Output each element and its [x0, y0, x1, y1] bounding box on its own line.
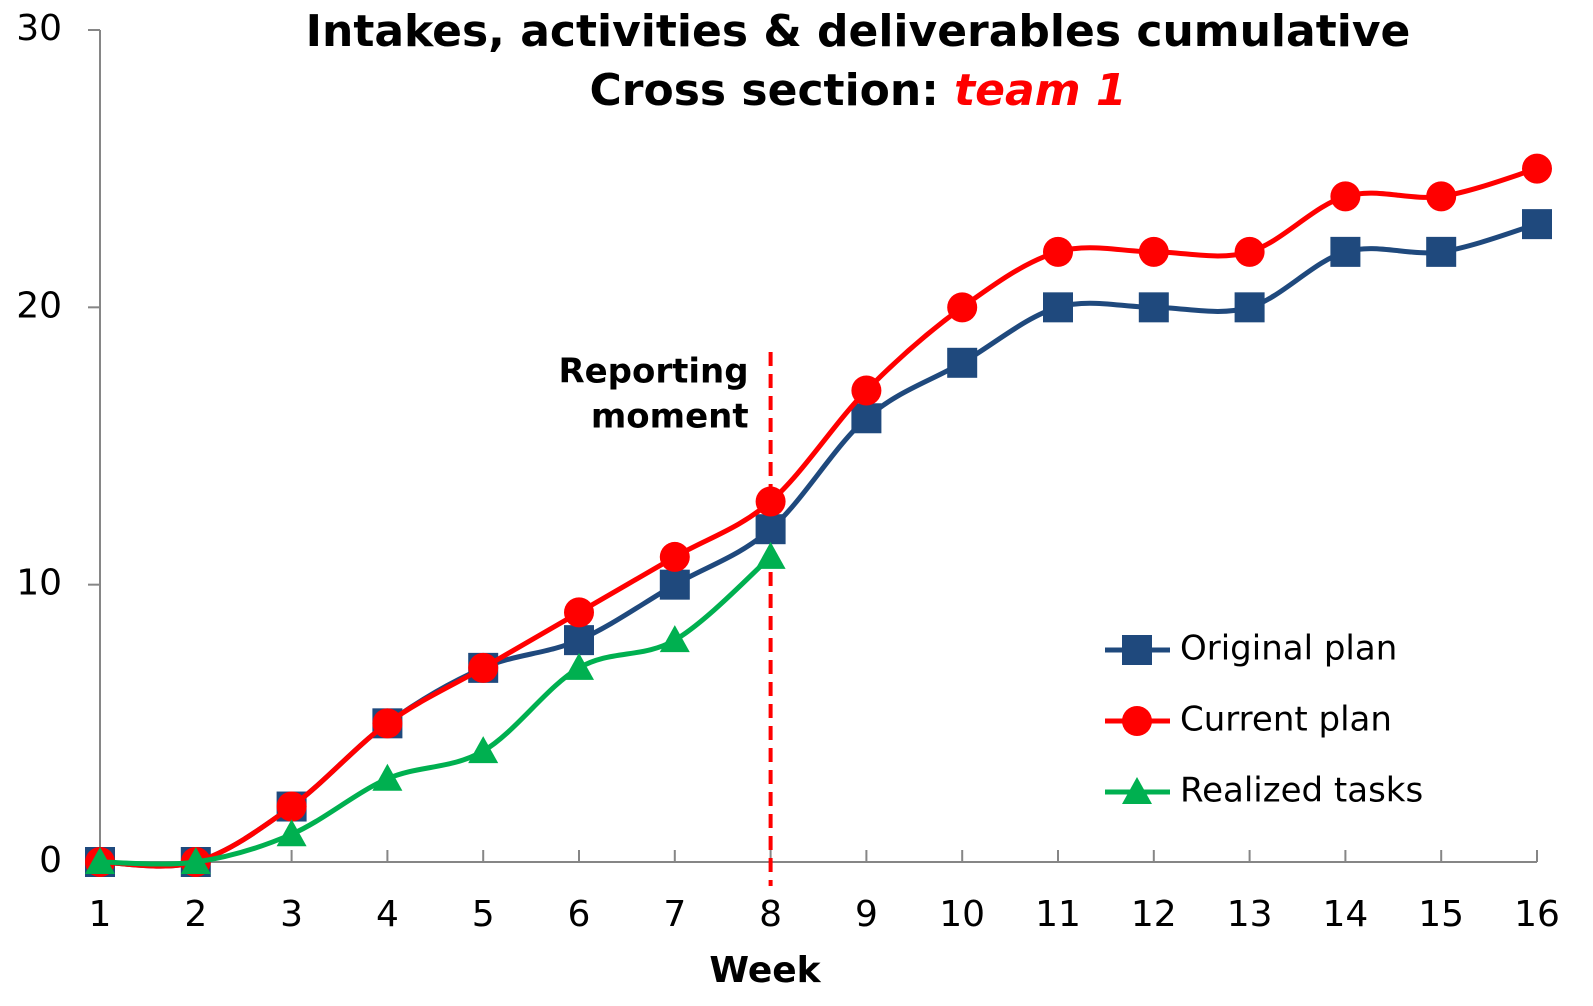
data-point	[1234, 292, 1265, 323]
x-tick-label: 15	[1418, 894, 1464, 935]
x-tick-label: 6	[568, 894, 591, 935]
subtitle-text: Cross section:	[590, 65, 939, 116]
x-tick-label: 8	[759, 894, 782, 935]
series	[85, 541, 786, 874]
data-point	[659, 569, 690, 600]
data-point	[276, 819, 307, 847]
x-tick-label: 1	[89, 894, 112, 935]
data-point	[372, 763, 403, 791]
x-tick-label: 13	[1227, 894, 1273, 935]
annotation-text: Reporting	[558, 352, 748, 392]
data-point	[180, 847, 211, 874]
data-point	[468, 736, 499, 764]
y-tick-label: 0	[39, 840, 62, 881]
legend-marker	[1122, 777, 1152, 804]
chart-title: Intakes, activities & deliverables cumul…	[306, 6, 1411, 57]
y-tick-label: 20	[16, 285, 62, 326]
data-point	[276, 791, 307, 822]
y-tick-label: 10	[16, 563, 62, 604]
data-point	[1426, 181, 1457, 212]
legend-marker	[1122, 706, 1152, 736]
legend-marker	[1122, 635, 1152, 665]
series-line	[99, 555, 773, 867]
data-point	[1426, 236, 1457, 267]
data-point	[1138, 292, 1169, 323]
data-point	[372, 708, 403, 739]
data-point	[755, 541, 786, 569]
data-point	[468, 652, 499, 683]
data-point	[755, 486, 786, 517]
data-point	[659, 541, 690, 572]
y-tick-label: 30	[16, 8, 62, 49]
chart-subtitle: Cross section: team 1	[590, 65, 1127, 116]
x-tick-label: 11	[1035, 894, 1081, 935]
data-point	[1330, 236, 1361, 267]
x-tick-label: 9	[855, 894, 878, 935]
data-point	[85, 847, 115, 874]
data-point	[564, 597, 594, 628]
x-tick-label: 10	[939, 894, 985, 935]
data-point	[755, 514, 786, 545]
data-point	[1522, 153, 1552, 184]
data-point	[564, 625, 594, 656]
legend-label: Original plan	[1180, 629, 1397, 669]
data-point	[851, 375, 882, 406]
annotation-text: moment	[591, 397, 749, 437]
x-axis-label: Week	[709, 950, 821, 991]
x-tick-label: 4	[376, 894, 399, 935]
data-point	[564, 652, 594, 680]
x-tick-label: 12	[1131, 894, 1177, 935]
x-tick-label: 14	[1322, 894, 1368, 935]
data-point	[1138, 236, 1169, 267]
x-tick-label: 5	[472, 894, 495, 935]
data-point	[947, 292, 978, 323]
x-tick-label: 2	[184, 894, 207, 935]
legend-label: Realized tasks	[1180, 771, 1423, 811]
x-tick-label: 3	[280, 894, 303, 935]
data-point	[947, 347, 978, 378]
series-line	[99, 166, 1538, 869]
data-point	[851, 403, 882, 434]
data-point	[659, 625, 690, 653]
x-tick-label: 16	[1514, 894, 1560, 935]
x-tick-label: 7	[663, 894, 686, 935]
subtitle-highlight: team 1	[954, 65, 1126, 116]
data-point	[1234, 236, 1265, 267]
data-point	[1043, 236, 1073, 267]
data-point	[1330, 181, 1361, 212]
legend-label: Current plan	[1180, 700, 1392, 740]
data-point	[1522, 209, 1552, 240]
data-point	[1043, 292, 1073, 323]
